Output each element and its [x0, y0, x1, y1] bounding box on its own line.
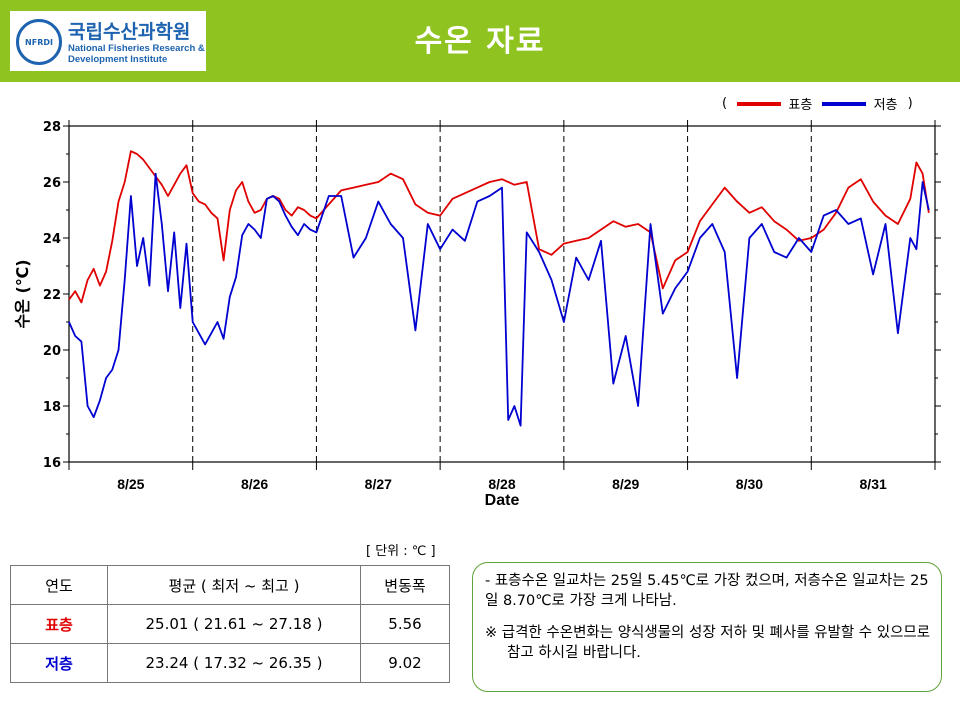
chart-series — [68, 150, 930, 427]
row-range-surface: 5.56 — [360, 604, 450, 644]
note-daily-range: - 표층수온 일교차는 25일 5.45℃로 가장 컸으며, 저층수온 일교차는… — [485, 573, 929, 609]
logo-english-name-line2: Development Institute — [68, 54, 168, 65]
row-avg-bottom: 23.24 ( 17.32 ~ 26.35 ) — [107, 643, 361, 683]
row-range-bottom: 9.02 — [360, 643, 450, 683]
x-tick-label: 8/31 — [860, 476, 887, 492]
table-header-cell: 평균 ( 최저 ~ 최고 ) — [107, 565, 361, 605]
legend-surface-swatch — [737, 101, 782, 106]
x-tick-label: 8/26 — [241, 476, 268, 492]
y-tick-label: 22 — [43, 288, 61, 303]
table-header-cell: 변동폭 — [360, 565, 450, 605]
logo-korean-name: 국립수산과학원 — [68, 21, 191, 43]
row-avg-surface: 25.01 ( 21.61 ~ 27.18 ) — [107, 604, 361, 644]
emblem-icon: NFRDI — [16, 19, 62, 65]
x-tick-label: 8/25 — [117, 476, 144, 492]
legend-close-paren: ) — [907, 96, 913, 111]
y-tick-label: 20 — [43, 344, 61, 359]
x-axis-title: Date — [485, 492, 520, 509]
y-tick-label: 26 — [43, 176, 61, 191]
table-header-cell: 연도 — [10, 565, 108, 605]
notes-box: - 표층수온 일교차는 25일 5.45℃로 가장 컸으며, 저층수온 일교차는… — [472, 562, 942, 692]
plot-frame — [68, 125, 936, 463]
series-line-bottom — [68, 172, 930, 427]
temperature-chart: 16 18 20 22 24 26 28 8/25 8/26 8/27 8/28 8/29 8/30 8/… — [13, 120, 941, 509]
legend-open-paren: ( — [722, 96, 728, 111]
institute-logo: NFRDI 국립수산과학원 National Fisheries Researc… — [10, 11, 206, 71]
series-line-surface — [68, 150, 930, 304]
x-tick-label: 8/29 — [612, 476, 639, 492]
chart-gridlines — [192, 126, 812, 462]
row-label-bottom: 저층 — [10, 643, 108, 683]
x-tick-label: 8/27 — [365, 476, 392, 492]
y-tick-label: 18 — [43, 400, 61, 415]
logo-english-name-line1: National Fisheries Research & — [68, 43, 205, 54]
page-title: 수온 자료 — [414, 24, 546, 59]
legend-surface-label: 표층 — [788, 98, 813, 113]
row-label-surface: 표층 — [10, 604, 108, 644]
note-warning: ※ 급격한 수온변화는 양식생물의 성장 저하 및 폐사를 유발할 수 있으므로… — [485, 625, 931, 661]
x-tick-label: 8/30 — [736, 476, 763, 492]
y-axis-title: 수온 (℃) — [13, 259, 32, 328]
x-tick-label: 8/28 — [488, 476, 515, 492]
y-tick-label: 24 — [43, 232, 61, 247]
y-tick-label: 16 — [43, 456, 61, 471]
table-row: 표층 25.01 ( 21.61 ~ 27.18 ) 5.56 — [10, 604, 450, 644]
stats-table: 연도 평균 ( 최저 ~ 최고 ) 변동폭 표층 25.01 ( 21.61 ~… — [10, 565, 450, 683]
chart-axes — [63, 120, 941, 470]
legend-bottom-label: 저층 — [873, 98, 898, 113]
chart-labels: 16 18 20 22 24 26 28 8/25 8/26 8/27 8/28 8/29 8/30 8/… — [13, 120, 887, 509]
table-row: 저층 23.24 ( 17.32 ~ 26.35 ) 9.02 — [10, 643, 450, 683]
y-tick-label: 28 — [43, 120, 61, 135]
legend-bottom-swatch — [822, 101, 867, 106]
chart-legend: ( 표층 저층 ) — [722, 94, 913, 113]
header-bar: NFRDI 국립수산과학원 National Fisheries Researc… — [0, 0, 960, 82]
unit-label: [ 단위 : ℃ ] — [366, 544, 436, 559]
table-header-row: 연도 평균 ( 최저 ~ 최고 ) 변동폭 — [10, 565, 450, 605]
